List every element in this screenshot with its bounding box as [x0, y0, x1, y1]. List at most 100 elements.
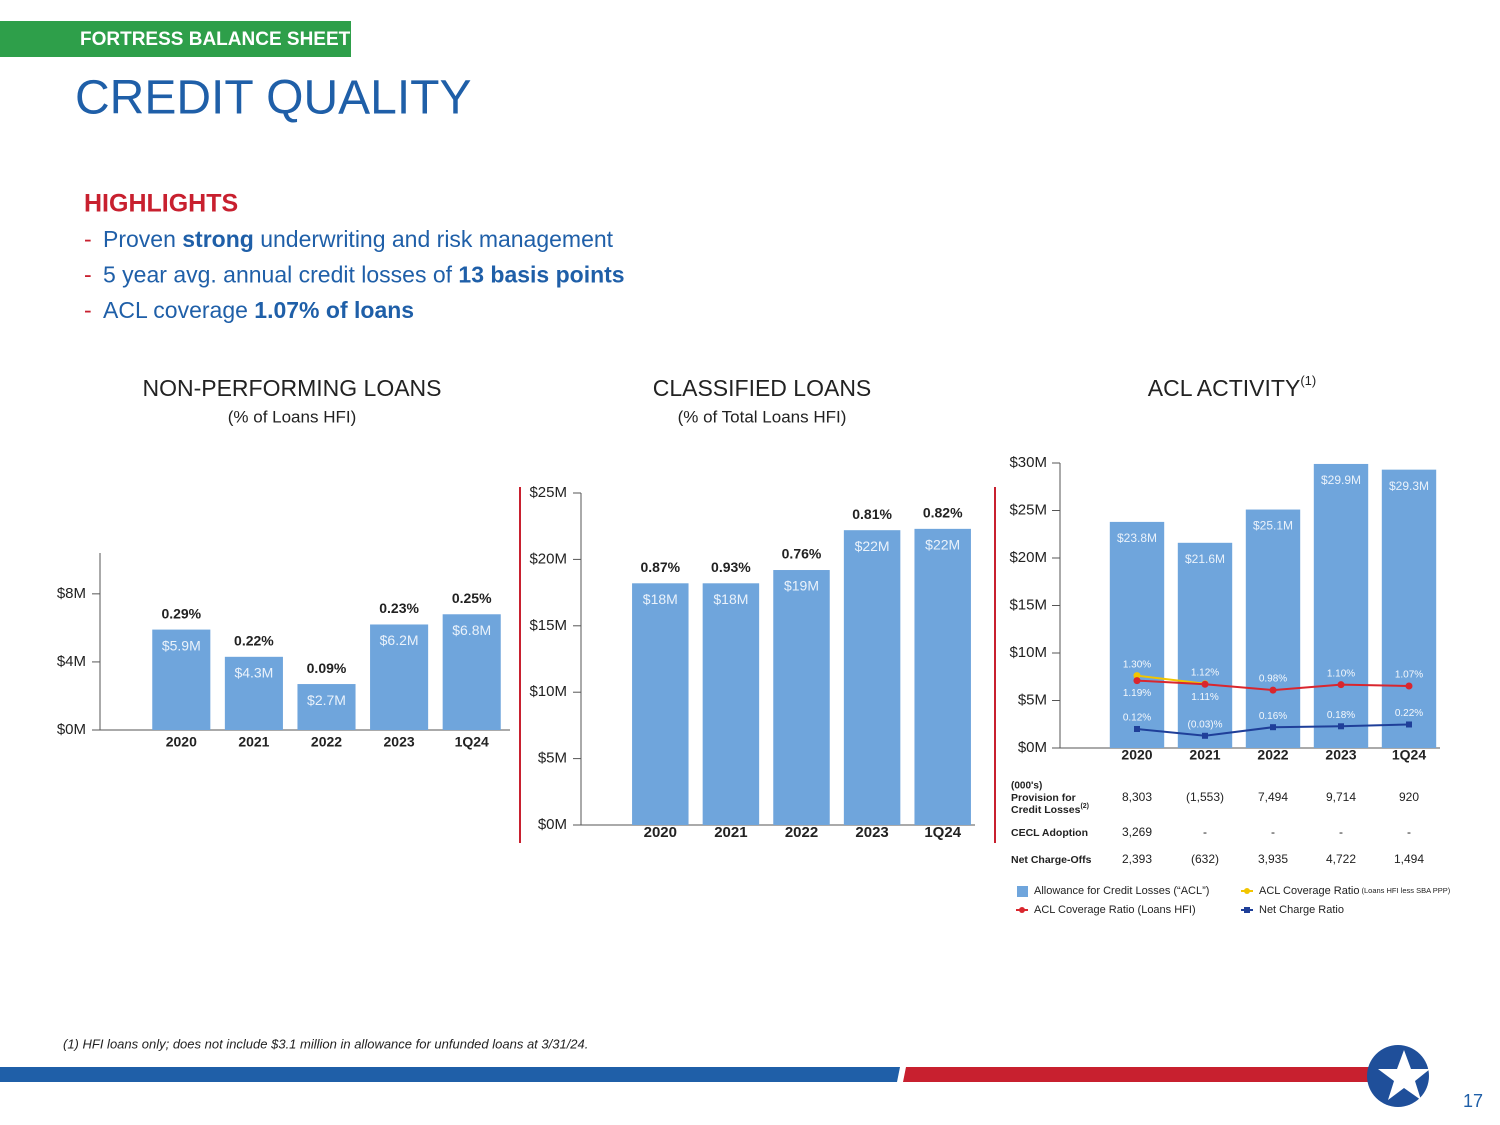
highlight-item: ACL coverage 1.07% of loans — [103, 297, 414, 323]
chart-subtitle: (% of Loans HFI) — [228, 407, 357, 426]
x-tick-label: 2020 — [1121, 747, 1152, 763]
y-tick-label: $4M — [57, 653, 86, 670]
bottom-stripe — [0, 1067, 900, 1082]
table-row-label-note: (2) — [1080, 803, 1089, 810]
chart-title: CLASSIFIED LOANS — [653, 375, 872, 401]
table-row-label-text: Credit Losses — [1011, 804, 1081, 816]
bar-value-label: $18M — [643, 591, 678, 607]
highlight-text: strong — [182, 226, 254, 252]
legend-swatch — [1019, 907, 1025, 913]
y-tick-label: $30M — [1009, 454, 1047, 471]
chart-title-text: NON-PERFORMING LOANS — [142, 375, 441, 401]
bar — [632, 583, 689, 825]
bar — [1109, 521, 1165, 748]
x-tick-label: 2020 — [644, 824, 677, 841]
line-marker — [1133, 677, 1141, 685]
y-tick-label: $8M — [57, 585, 86, 602]
line-value-label: 0.22% — [1395, 708, 1423, 719]
line-value-label: 1.07% — [1395, 670, 1423, 681]
legend-label-text: ACL Coverage Ratio — [1259, 885, 1359, 897]
bullet-dash: - — [84, 297, 92, 323]
x-tick-label: 1Q24 — [1392, 747, 1426, 763]
section-banner — [0, 21, 351, 57]
table-cell: - — [1407, 825, 1411, 839]
bar — [224, 656, 283, 730]
legend-label-text: Net Charge Ratio — [1259, 904, 1344, 916]
table-cell: - — [1271, 825, 1275, 839]
x-tick-label: 1Q24 — [455, 734, 489, 750]
bar-value-label: $5.9M — [162, 637, 201, 653]
table-cell: 3,269 — [1122, 825, 1152, 839]
legend-swatch — [1244, 888, 1250, 894]
legend-label-text: Allowance for Credit Losses (“ACL”) — [1034, 885, 1209, 897]
x-tick-label: 2020 — [166, 734, 197, 750]
line-marker — [1337, 681, 1345, 689]
bar — [843, 530, 901, 825]
table-cell: 2,393 — [1122, 852, 1152, 866]
bar — [152, 629, 211, 730]
table-cell: - — [1339, 825, 1343, 839]
x-tick-label: 2021 — [238, 734, 269, 750]
line-marker — [1405, 682, 1413, 690]
table-cell: 9,714 — [1326, 790, 1356, 804]
line-series — [1136, 674, 1206, 685]
chart-title: NON-PERFORMING LOANS — [142, 375, 441, 401]
line-marker — [1133, 672, 1141, 680]
chart-title-note: (1) — [1300, 373, 1316, 388]
highlight-text: 1.07% of loans — [254, 297, 414, 323]
x-tick-label: 2022 — [785, 824, 818, 841]
legend-label: Allowance for Credit Losses (“ACL”) — [1034, 885, 1209, 897]
chart-title-text: ACL ACTIVITY — [1148, 375, 1301, 401]
table-cell: 3,935 — [1258, 852, 1288, 866]
bar-value-label: $25.1M — [1253, 519, 1293, 533]
logo-star — [1378, 1050, 1430, 1100]
bar-value-label: $29.9M — [1321, 473, 1361, 487]
footnote: (1) HFI loans only; does not include $3.… — [63, 1036, 588, 1051]
bar-annotation: 0.82% — [923, 505, 963, 521]
bar — [1313, 463, 1369, 748]
legend-swatch — [1244, 907, 1250, 913]
bar — [370, 624, 429, 730]
y-tick-label: $25M — [529, 484, 567, 501]
bar-value-label: $22M — [925, 537, 960, 553]
legend-label-note: (Loans HFI less SBA PPP) — [1361, 886, 1450, 895]
y-tick-label: $20M — [529, 550, 567, 567]
chart-title: ACL ACTIVITY(1) — [1148, 373, 1316, 401]
line-value-label: 1.11% — [1191, 692, 1219, 703]
table-row-label-text: Provision for — [1011, 792, 1076, 804]
bar — [1177, 542, 1233, 748]
highlight-text: ACL coverage — [103, 297, 254, 323]
line-marker — [1338, 723, 1344, 730]
highlight-item: 5 year avg. annual credit losses of 13 b… — [103, 262, 625, 288]
y-tick-label: $15M — [529, 617, 567, 634]
x-tick-label: 2021 — [1189, 747, 1220, 763]
table-cell: (1,553) — [1186, 790, 1224, 804]
y-tick-label: $15M — [1009, 596, 1047, 613]
x-tick-label: 2023 — [384, 734, 415, 750]
highlight-text: underwriting and risk management — [254, 226, 614, 252]
bar — [773, 570, 830, 825]
bar-annotation: 0.23% — [379, 600, 419, 616]
legend-swatch — [1017, 886, 1028, 897]
line-marker — [1201, 680, 1209, 688]
table-note: (000's) — [1011, 781, 1042, 792]
page-number: 17 — [1463, 1091, 1483, 1111]
bar-annotation: 0.81% — [852, 506, 892, 522]
highlight-item: Proven strong underwriting and risk mana… — [103, 226, 614, 252]
line-value-label: (0.03)% — [1187, 719, 1222, 730]
line-marker — [1269, 686, 1277, 694]
legend-label-text: ACL Coverage Ratio (Loans HFI) — [1034, 904, 1196, 916]
bullet-dash: - — [84, 262, 92, 288]
bar-value-label: $29.3M — [1389, 479, 1429, 493]
table-row-label-text: Net Charge-Offs — [1011, 854, 1092, 866]
line-value-label: 1.19% — [1123, 688, 1151, 699]
x-tick-label: 2021 — [714, 824, 747, 841]
table-cell: 8,303 — [1122, 790, 1152, 804]
y-tick-label: $10M — [529, 683, 567, 700]
bar — [1381, 469, 1437, 748]
section-label: FORTRESS BALANCE SHEET — [80, 29, 351, 50]
x-tick-label: 2022 — [311, 734, 342, 750]
x-tick-label: 2022 — [1257, 747, 1288, 763]
bar-value-label: $6.8M — [452, 622, 491, 638]
